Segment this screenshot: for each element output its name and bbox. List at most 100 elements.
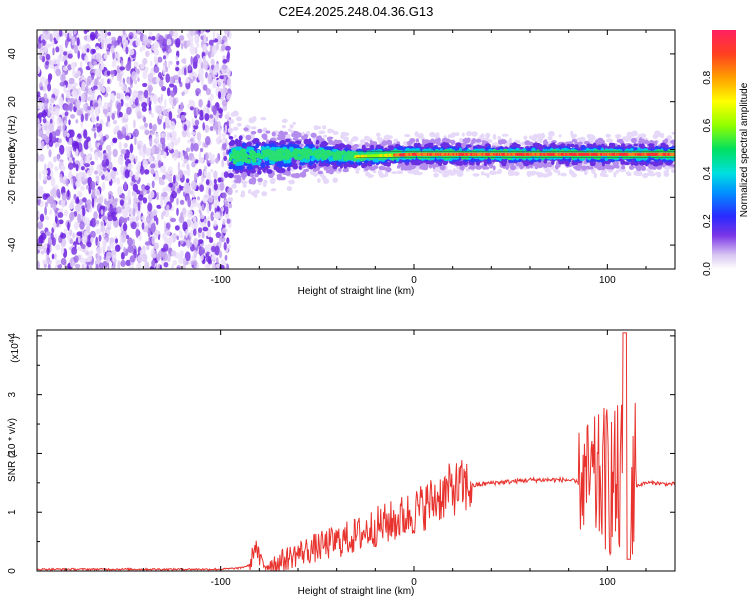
signal-mark	[638, 137, 643, 143]
noise-mark	[52, 58, 58, 65]
noise-mark	[207, 220, 211, 228]
noise-mark	[165, 116, 170, 124]
signal-mark	[644, 173, 651, 176]
signal-mark	[252, 115, 257, 122]
signal-mark	[543, 163, 548, 169]
signal-mark	[292, 137, 299, 141]
noise-mark	[210, 64, 215, 70]
noise-mark	[72, 69, 76, 77]
noise-mark	[84, 163, 90, 168]
noise-mark	[72, 175, 76, 186]
noise-mark	[51, 253, 55, 260]
signal-mark	[281, 125, 286, 129]
noise-mark	[107, 245, 111, 252]
noise-mark	[110, 45, 115, 54]
noise-mark	[221, 158, 225, 168]
signal-mark	[586, 134, 592, 139]
noise-mark	[124, 169, 130, 179]
noise-mark	[128, 265, 135, 269]
signal-mark	[376, 132, 381, 137]
signal-mark	[547, 136, 553, 141]
noise-mark	[105, 144, 112, 152]
signal-mark	[322, 125, 327, 130]
noise-mark	[101, 57, 104, 67]
noise-mark	[180, 101, 184, 112]
noise-mark	[37, 104, 40, 110]
signal-mark	[445, 173, 449, 177]
signal-mark	[465, 131, 473, 137]
noise-mark	[203, 60, 209, 70]
noise-mark	[188, 64, 192, 71]
noise-mark	[42, 193, 48, 201]
signal-mark	[328, 129, 335, 133]
noise-mark	[142, 159, 149, 169]
noise-mark	[181, 91, 185, 97]
noise-mark	[180, 211, 184, 221]
noise-mark	[70, 114, 76, 119]
noise-mark	[223, 75, 227, 82]
noise-mark	[60, 165, 66, 172]
noise-mark	[222, 218, 226, 225]
signal-mark	[622, 136, 628, 141]
noise-mark	[73, 30, 77, 35]
noise-mark	[208, 187, 211, 196]
signal-mark	[257, 177, 263, 183]
noise-mark	[67, 189, 70, 198]
noise-mark	[75, 203, 81, 213]
noise-mark	[134, 136, 137, 146]
noise-mark	[144, 129, 150, 136]
signal-mark	[289, 124, 294, 129]
signal-mark	[246, 165, 254, 170]
noise-mark	[135, 216, 140, 222]
noise-mark	[165, 238, 169, 244]
noise-mark	[65, 90, 71, 99]
signal-mark	[254, 189, 260, 194]
noise-mark	[102, 231, 106, 238]
signal-mark	[353, 144, 359, 148]
noise-mark	[45, 30, 51, 40]
noise-mark	[186, 40, 191, 47]
noise-mark	[69, 169, 72, 177]
noise-mark	[154, 146, 160, 155]
noise-mark	[110, 170, 116, 180]
noise-mark	[213, 178, 217, 184]
noise-mark	[80, 158, 84, 167]
noise-mark	[73, 44, 79, 54]
noise-mark	[87, 253, 93, 262]
noise-mark	[71, 198, 76, 204]
noise-mark	[197, 196, 200, 201]
noise-mark	[156, 253, 161, 262]
signal-mark	[253, 138, 259, 144]
noise-mark	[47, 83, 52, 92]
noise-mark	[125, 46, 129, 55]
signal-mark	[554, 164, 560, 170]
noise-mark	[146, 42, 151, 48]
signal-mark	[418, 133, 423, 138]
noise-mark	[137, 254, 143, 263]
noise-mark	[168, 182, 173, 188]
noise-mark	[175, 55, 178, 60]
noise-mark	[91, 73, 95, 81]
noise-mark	[207, 229, 211, 238]
signal-mark	[260, 117, 267, 121]
noise-mark	[122, 30, 126, 35]
noise-mark	[217, 177, 222, 183]
noise-mark	[226, 78, 231, 86]
noise-mark	[97, 84, 100, 92]
noise-mark	[210, 211, 215, 222]
noise-mark	[196, 202, 201, 208]
noise-mark	[67, 221, 70, 231]
noise-mark	[75, 148, 79, 157]
noise-mark	[193, 172, 198, 181]
noise-mark	[173, 156, 177, 161]
noise-mark	[181, 66, 185, 76]
noise-mark	[170, 130, 177, 137]
signal-mark	[266, 169, 273, 174]
noise-mark	[214, 245, 220, 256]
signal-mark	[455, 169, 462, 174]
signal-mark	[292, 121, 296, 125]
noise-mark	[200, 147, 204, 153]
noise-mark	[190, 260, 197, 266]
noise-mark	[141, 222, 145, 230]
noise-mark	[58, 138, 62, 144]
